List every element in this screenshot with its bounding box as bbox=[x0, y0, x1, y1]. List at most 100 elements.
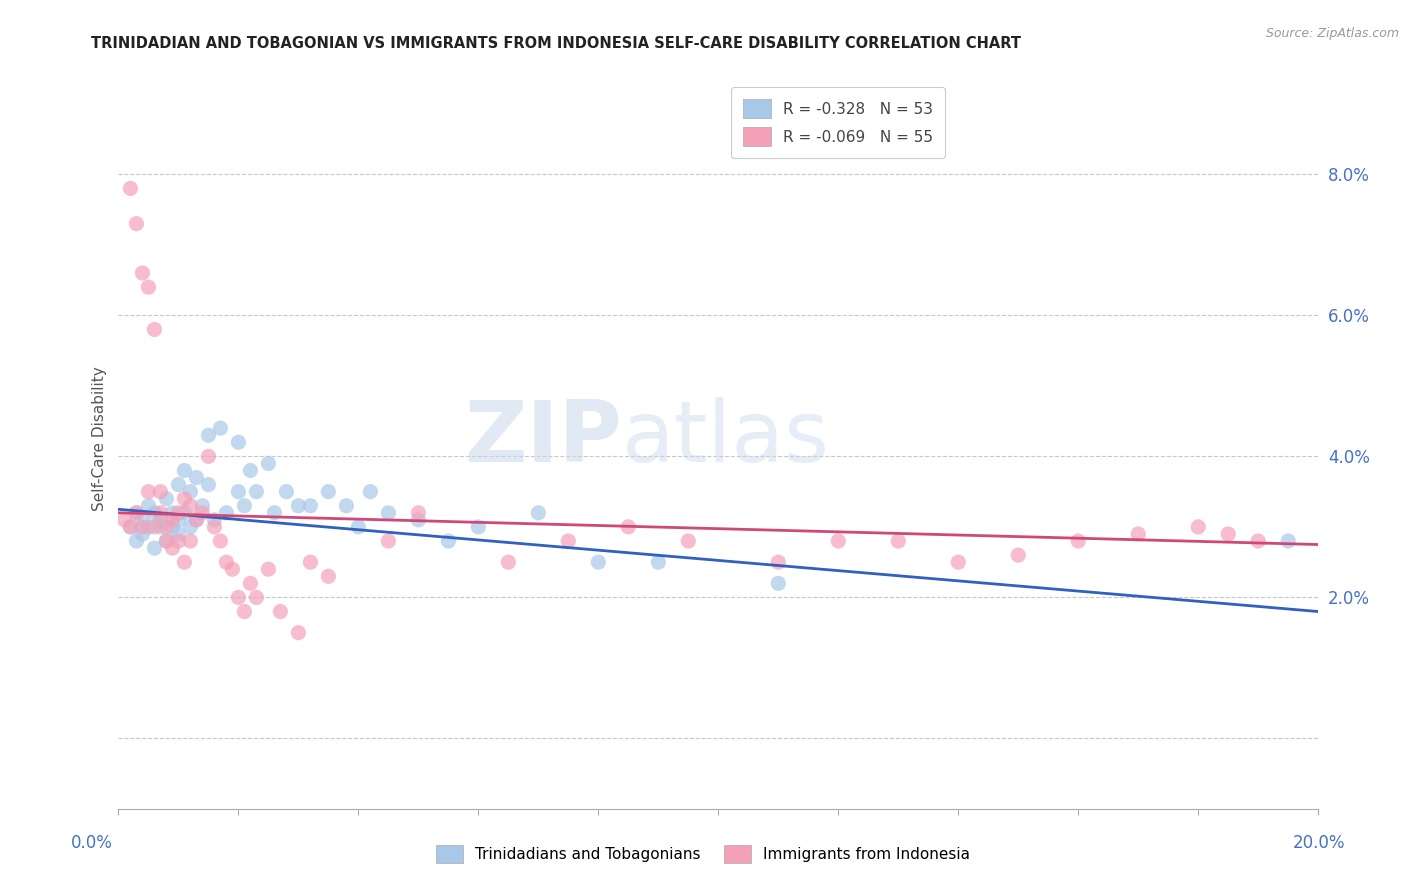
Point bbox=[887, 534, 910, 549]
Point bbox=[131, 527, 153, 541]
Point bbox=[467, 520, 489, 534]
Point bbox=[245, 484, 267, 499]
Point bbox=[173, 491, 195, 506]
Point bbox=[131, 513, 153, 527]
Text: atlas: atlas bbox=[623, 397, 831, 480]
Point bbox=[276, 484, 298, 499]
Point bbox=[221, 562, 243, 576]
Point bbox=[167, 527, 190, 541]
Text: TRINIDADIAN AND TOBAGONIAN VS IMMIGRANTS FROM INDONESIA SELF-CARE DISABILITY COR: TRINIDADIAN AND TOBAGONIAN VS IMMIGRANTS… bbox=[91, 36, 1021, 51]
Point bbox=[155, 534, 177, 549]
Point bbox=[678, 534, 700, 549]
Point bbox=[167, 513, 190, 527]
Point bbox=[318, 569, 340, 583]
Point bbox=[167, 534, 190, 549]
Point bbox=[125, 534, 148, 549]
Point bbox=[233, 499, 256, 513]
Point bbox=[186, 513, 208, 527]
Point bbox=[1218, 527, 1240, 541]
Point bbox=[167, 477, 190, 491]
Text: 20.0%: 20.0% bbox=[1292, 834, 1346, 852]
Point bbox=[138, 484, 160, 499]
Point bbox=[114, 513, 136, 527]
Point bbox=[299, 499, 322, 513]
Point bbox=[138, 499, 160, 513]
Point bbox=[263, 506, 285, 520]
Point bbox=[138, 280, 160, 294]
Y-axis label: Self-Care Disability: Self-Care Disability bbox=[93, 367, 107, 511]
Point bbox=[377, 506, 399, 520]
Point bbox=[239, 463, 262, 477]
Point bbox=[557, 534, 579, 549]
Point bbox=[155, 534, 177, 549]
Point bbox=[204, 520, 226, 534]
Point bbox=[197, 428, 219, 442]
Point bbox=[120, 520, 142, 534]
Point bbox=[228, 435, 250, 450]
Text: Source: ZipAtlas.com: Source: ZipAtlas.com bbox=[1265, 27, 1399, 40]
Point bbox=[215, 555, 238, 569]
Point bbox=[173, 506, 195, 520]
Point bbox=[120, 520, 142, 534]
Point bbox=[1247, 534, 1270, 549]
Point bbox=[204, 513, 226, 527]
Point bbox=[149, 513, 172, 527]
Point bbox=[768, 555, 790, 569]
Point bbox=[1187, 520, 1209, 534]
Point bbox=[1067, 534, 1090, 549]
Point bbox=[186, 513, 208, 527]
Point bbox=[1128, 527, 1150, 541]
Point bbox=[179, 520, 201, 534]
Point bbox=[162, 541, 184, 555]
Point bbox=[257, 562, 280, 576]
Point bbox=[257, 457, 280, 471]
Point bbox=[125, 506, 148, 520]
Point bbox=[209, 534, 232, 549]
Point bbox=[191, 506, 214, 520]
Point bbox=[155, 520, 177, 534]
Point bbox=[269, 605, 291, 619]
Point bbox=[197, 450, 219, 464]
Point bbox=[191, 499, 214, 513]
Point bbox=[408, 506, 430, 520]
Point bbox=[149, 484, 172, 499]
Point bbox=[827, 534, 849, 549]
Point bbox=[179, 534, 201, 549]
Point bbox=[347, 520, 370, 534]
Point bbox=[245, 591, 267, 605]
Point bbox=[120, 181, 142, 195]
Point bbox=[647, 555, 669, 569]
Point bbox=[197, 477, 219, 491]
Point bbox=[1277, 534, 1299, 549]
Point bbox=[167, 506, 190, 520]
Point bbox=[239, 576, 262, 591]
Point bbox=[1007, 548, 1029, 562]
Point bbox=[173, 555, 195, 569]
Point bbox=[149, 520, 172, 534]
Point bbox=[173, 463, 195, 477]
Point bbox=[408, 513, 430, 527]
Point bbox=[143, 541, 166, 555]
Point bbox=[131, 266, 153, 280]
Point bbox=[125, 506, 148, 520]
Point bbox=[228, 484, 250, 499]
Legend: Trinidadians and Tobagonians, Immigrants from Indonesia: Trinidadians and Tobagonians, Immigrants… bbox=[427, 837, 979, 871]
Point bbox=[377, 534, 399, 549]
Point bbox=[359, 484, 381, 499]
Point bbox=[335, 499, 357, 513]
Point bbox=[228, 591, 250, 605]
Point bbox=[498, 555, 520, 569]
Point bbox=[299, 555, 322, 569]
Point bbox=[948, 555, 970, 569]
Point bbox=[318, 484, 340, 499]
Point bbox=[437, 534, 460, 549]
Point bbox=[186, 470, 208, 484]
Text: 0.0%: 0.0% bbox=[70, 834, 112, 852]
Point bbox=[287, 625, 309, 640]
Point bbox=[162, 520, 184, 534]
Point bbox=[125, 217, 148, 231]
Point bbox=[287, 499, 309, 513]
Legend: R = -0.328   N = 53, R = -0.069   N = 55: R = -0.328 N = 53, R = -0.069 N = 55 bbox=[731, 87, 945, 158]
Point bbox=[162, 513, 184, 527]
Point bbox=[209, 421, 232, 435]
